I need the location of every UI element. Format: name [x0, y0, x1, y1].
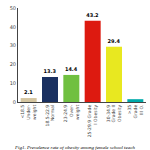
- svg-text:18.5-22.9Normal: 18.5-22.9Normal: [45, 105, 56, 127]
- svg-text:23-24.9Over-weight: 23-24.9Over-weight: [63, 104, 80, 122]
- svg-text:13.3: 13.3: [44, 68, 57, 74]
- svg-text:<18.5Under-weight: <18.5Under-weight: [20, 104, 37, 120]
- svg-text:20: 20: [10, 61, 16, 67]
- svg-text:2.1: 2.1: [24, 89, 33, 95]
- svg-text:>35GradeIII O.: >35GradeIII O.: [127, 105, 144, 119]
- svg-text:Fig1. Prevalence rate of obesi: Fig1. Prevalence rate of obesity among f…: [14, 145, 135, 150]
- svg-text:40: 40: [10, 24, 16, 30]
- svg-text:30-34.9Grade IIObesity: 30-34.9Grade IIObesity: [106, 104, 123, 122]
- svg-text:14.4: 14.4: [65, 66, 78, 72]
- svg-text:30: 30: [10, 42, 16, 48]
- svg-text:29.4: 29.4: [108, 38, 121, 44]
- svg-text:0: 0: [13, 99, 16, 105]
- svg-text:25-29.9 GradeI Obesity: 25-29.9 GradeI Obesity: [87, 104, 98, 137]
- svg-text:43.2: 43.2: [86, 12, 99, 18]
- svg-text:50: 50: [10, 5, 16, 11]
- svg-text:10: 10: [10, 80, 16, 86]
